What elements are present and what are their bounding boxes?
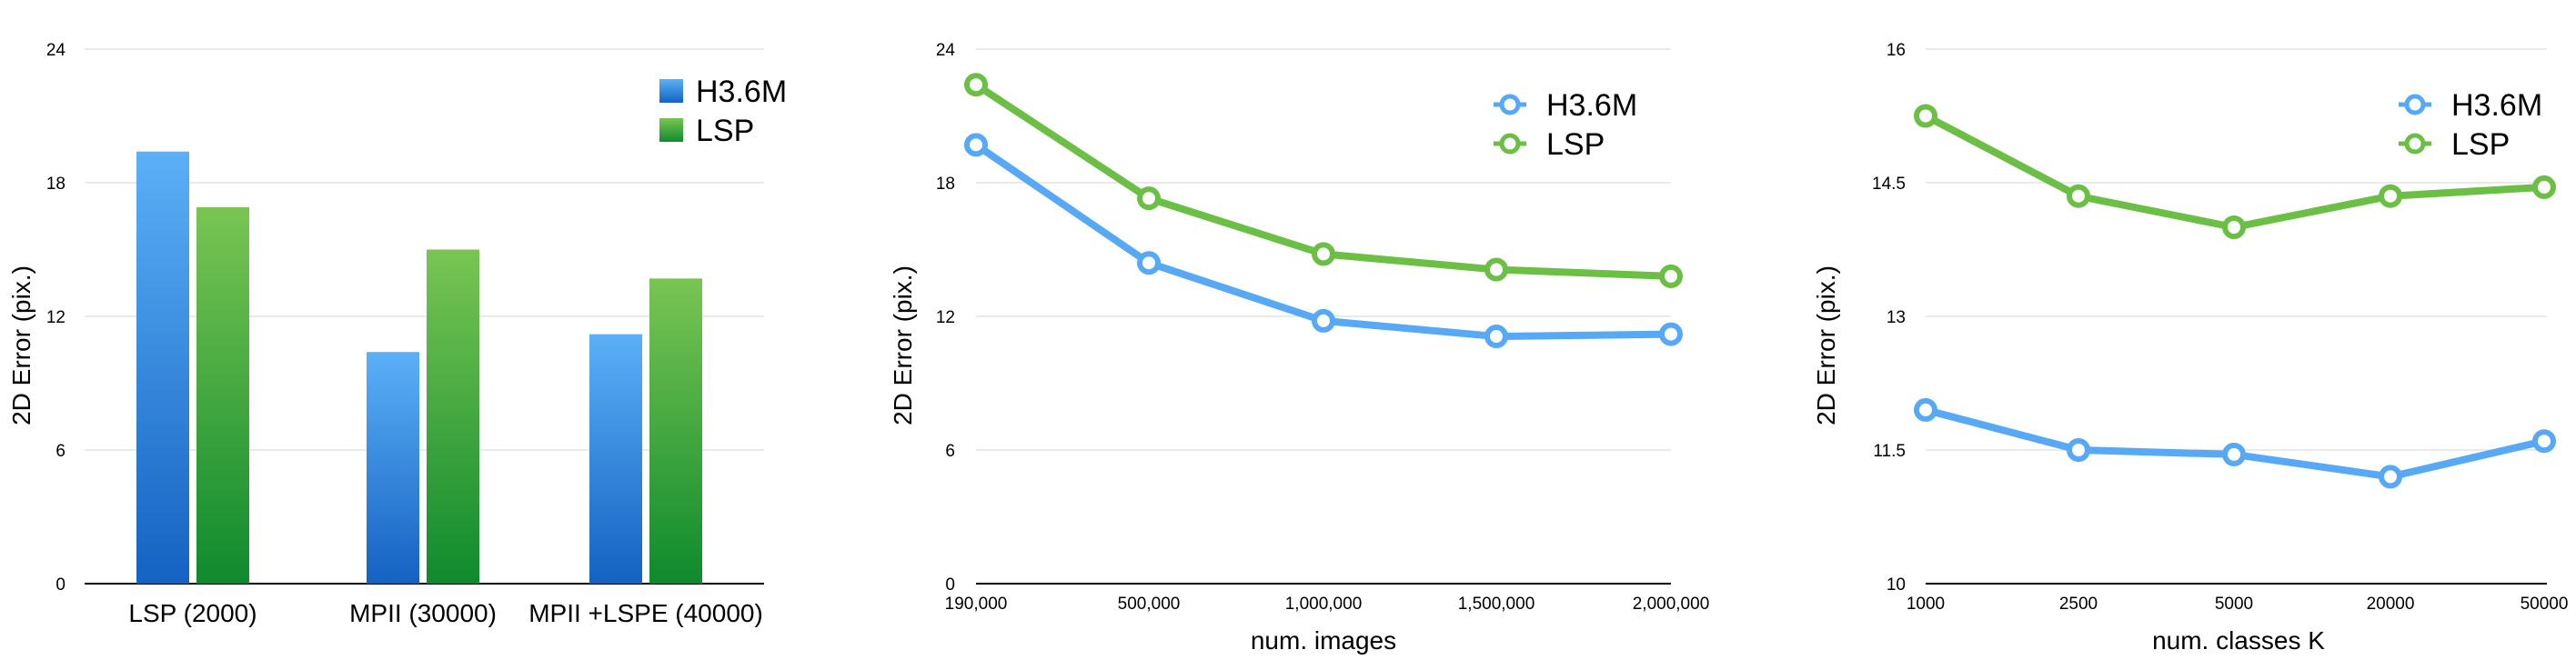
y-tick-label: 12 [46,308,65,327]
legend-label: LSP [1546,127,1605,162]
data-point [1484,325,1508,349]
x-tick-label: 2500 [2059,595,2098,614]
x-axis-label: num. images [1251,626,1396,655]
bar-h3-6m [136,151,189,584]
bar-h3-6m [367,352,419,584]
bar-lsp [196,206,249,584]
bar-lsp [649,278,702,584]
bar-chart-panel: 2D Error (pix.) 0 6 12 18 24 LSP (2000) MPII (… [7,41,787,627]
data-point [1659,322,1683,346]
x-tick-label: 2,000,000 [1633,595,1710,614]
x-tick-label: 190,000 [945,595,1008,614]
legend-marker [1499,94,1521,115]
x-tick-label: 1,000,000 [1285,595,1363,614]
x-tick-label: 5000 [2215,595,2253,614]
data-point [2222,442,2246,466]
series-line-h3-6m [973,142,1672,341]
x-tick-label: 1,500,000 [1458,595,1535,614]
data-point [1137,251,1161,275]
x-tick-label: 500,000 [1118,595,1181,614]
data-point [2067,438,2090,462]
legend-marker [2404,133,2426,155]
legend-label: LSP [696,114,754,148]
x-category-label: MPII (30000) [349,599,497,627]
y-tick-label: 0 [945,575,955,595]
line-chart-classes-panel: 2D Error (pix.) num. classes K 10 11.5 13 1… [1812,41,2568,655]
y-tick-label: 18 [46,175,65,194]
data-point [2067,184,2090,208]
data-point [2222,215,2246,239]
legend-label: LSP [2451,127,2510,162]
y-axis-label: 2D Error (pix.) [1812,265,1840,425]
legend-label: H3.6M [696,75,787,109]
legend-marker [2404,94,2426,115]
x-category-label: LSP (2000) [128,599,257,627]
x-tick-label: 1000 [1907,595,1945,614]
x-category-label: MPII +LSPE (40000) [528,599,763,627]
bar-h3-6m [589,334,642,584]
data-point [2532,429,2556,454]
y-axis-label: 2D Error (pix.) [889,265,917,425]
data-point [1137,186,1161,211]
data-point [1312,242,1335,266]
x-axis-label: num. classes K [2152,626,2325,655]
y-tick-label: 13 [1887,308,1906,327]
data-point [2379,465,2402,489]
y-tick-label: 24 [46,41,66,60]
y-tick-label: 16 [1887,41,1906,60]
y-tick-label: 18 [936,175,955,194]
y-tick-label: 10 [1887,575,1906,595]
line-chart-images-panel: 2D Error (pix.) num. images 0 6 12 18 24 190,… [889,41,1709,655]
x-tick-label: 20000 [2367,595,2415,614]
y-tick-label: 0 [55,575,65,595]
y-axis-label: 2D Error (pix.) [7,265,35,425]
bar-lsp [427,249,479,584]
data-point [1914,104,1937,128]
y-tick-label: 12 [936,308,955,327]
data-point [1484,257,1508,282]
y-tick-label: 14.5 [1872,175,1906,194]
legend-marker [1499,133,1521,155]
legend-label: H3.6M [2451,88,2542,123]
data-point [964,73,988,97]
data-point [1914,397,1937,422]
data-point [2532,175,2556,199]
y-tick-label: 6 [55,442,65,461]
y-tick-label: 24 [936,41,956,60]
legend-swatch [659,118,683,142]
legend-swatch [659,79,683,103]
legend-label: H3.6M [1546,88,1637,123]
y-tick-label: 11.5 [1873,442,1906,461]
data-point [1659,264,1683,288]
data-point [2379,184,2402,208]
x-tick-label: 50000 [2521,595,2569,614]
data-point [964,133,988,157]
y-tick-label: 6 [945,442,955,461]
data-point [1312,308,1335,333]
